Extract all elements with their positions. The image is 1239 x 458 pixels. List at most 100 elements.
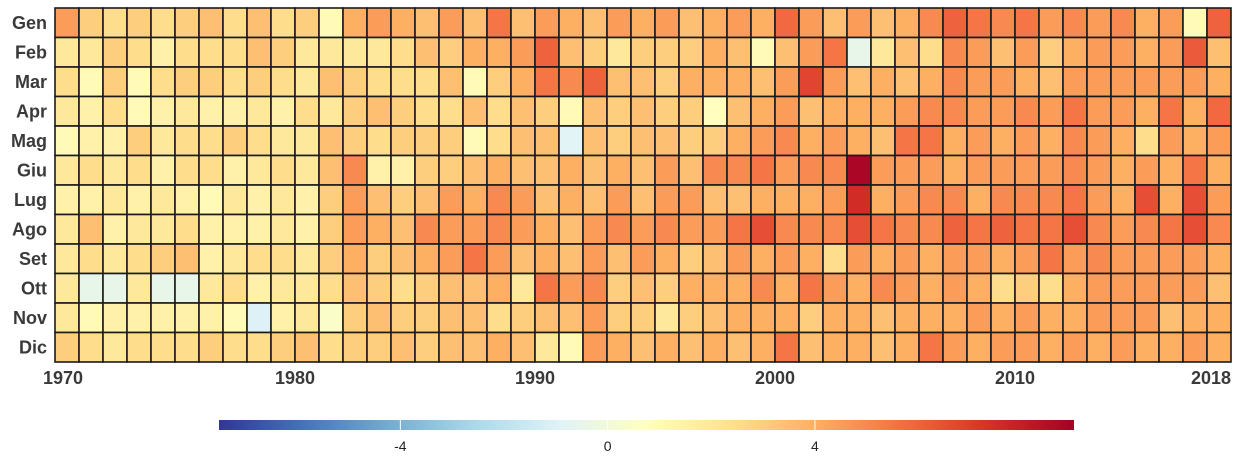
month-label-dic: Dic [19, 337, 47, 357]
heatmap-cell-set-2005 [894, 243, 920, 275]
heatmap-cell-lug-1986 [438, 184, 464, 216]
heatmap-cell-giu-1976 [198, 154, 224, 186]
heatmap-cell-mag-1995 [654, 125, 680, 157]
heatmap-cell-mag-1984 [390, 125, 416, 157]
heatmap-cell-mag-2011 [1038, 125, 1064, 157]
month-label-ago: Ago [12, 219, 47, 239]
heatmap-cell-mag-1997 [702, 125, 728, 157]
heatmap-cell-set-1983 [366, 243, 392, 275]
heatmap-cell-nov-2013 [1086, 302, 1112, 334]
heatmap-cell-apr-1994 [630, 95, 656, 127]
month-label-mag: Mag [11, 131, 47, 151]
heatmap-cell-lug-1980 [294, 184, 320, 216]
heatmap-cell-giu-1983 [366, 154, 392, 186]
heatmap-cell-feb-1983 [366, 36, 392, 68]
heatmap-cell-mar-1991 [558, 66, 584, 98]
heatmap-cell-set-1998 [726, 243, 752, 275]
heatmap-cell-mag-1990 [534, 125, 560, 157]
heatmap-cell-mar-1992 [582, 66, 608, 98]
heatmap-cell-lug-2002 [822, 184, 848, 216]
heatmap-cell-feb-1971 [78, 36, 104, 68]
heatmap-cell-nov-1987 [462, 302, 488, 334]
heatmap-cell-nov-1977 [222, 302, 248, 334]
heatmap-cell-dic-1981 [318, 331, 344, 363]
heatmap-cell-set-2013 [1086, 243, 1112, 275]
heatmap-cell-giu-1979 [270, 154, 296, 186]
heatmap-cell-mar-2004 [870, 66, 896, 98]
heatmap-cell-dic-1982 [342, 331, 368, 363]
month-label-giu: Giu [17, 160, 47, 180]
heatmap-cell-apr-2009 [990, 95, 1016, 127]
heatmap-cell-dic-2003 [846, 331, 872, 363]
heatmap-cell-gen-1979 [270, 7, 296, 39]
heatmap-cell-gen-1975 [174, 7, 200, 39]
heatmap-cell-feb-2013 [1086, 36, 1112, 68]
heatmap-cell-giu-1993 [606, 154, 632, 186]
heatmap-cell-dic-2000 [774, 331, 800, 363]
heatmap-cell-giu-2011 [1038, 154, 1064, 186]
colorbar-tick-label-4: 4 [811, 438, 819, 454]
heatmap-cell-set-2001 [798, 243, 824, 275]
heatmap-cell-lug-1993 [606, 184, 632, 216]
heatmap-cell-ago-2014 [1110, 213, 1136, 245]
heatmap-cell-ott-2016 [1158, 272, 1184, 304]
year-label-2010: 2010 [995, 368, 1035, 388]
month-label-set: Set [19, 249, 47, 269]
heatmap-cell-feb-1998 [726, 36, 752, 68]
heatmap-cell-ott-1977 [222, 272, 248, 304]
heatmap-cell-lug-1991 [558, 184, 584, 216]
heatmap-cell-dic-2001 [798, 331, 824, 363]
heatmap-cell-apr-1972 [102, 95, 128, 127]
heatmap-cell-feb-1994 [630, 36, 656, 68]
heatmap-cell-ott-2007 [942, 272, 968, 304]
heatmap-cell-apr-2017 [1182, 95, 1208, 127]
heatmap-cell-gen-2011 [1038, 7, 1064, 39]
heatmap-cell-apr-1974 [150, 95, 176, 127]
heatmap-cell-nov-1985 [414, 302, 440, 334]
heatmap-cell-mag-1983 [366, 125, 392, 157]
heatmap-cell-dic-1993 [606, 331, 632, 363]
heatmap-cell-mar-1997 [702, 66, 728, 98]
heatmap-cell-gen-1996 [678, 7, 704, 39]
heatmap-cell-nov-1994 [630, 302, 656, 334]
heatmap-cell-ott-1986 [438, 272, 464, 304]
heatmap-cell-ott-1981 [318, 272, 344, 304]
heatmap-cell-set-2006 [918, 243, 944, 275]
heatmap-cell-ott-2017 [1182, 272, 1208, 304]
heatmap-cell-dic-1984 [390, 331, 416, 363]
heatmap-cell-ott-1993 [606, 272, 632, 304]
heatmap-cell-mag-1986 [438, 125, 464, 157]
heatmap-cell-mar-2012 [1062, 66, 1088, 98]
heatmap-cell-set-1973 [126, 243, 152, 275]
heatmap-cell-mag-1994 [630, 125, 656, 157]
heatmap-cell-apr-2002 [822, 95, 848, 127]
heatmap-cell-giu-1986 [438, 154, 464, 186]
heatmap-cell-giu-1973 [126, 154, 152, 186]
heatmap-cell-nov-1984 [390, 302, 416, 334]
heatmap-cell-set-1981 [318, 243, 344, 275]
heatmap-cell-nov-2008 [966, 302, 992, 334]
heatmap-cell-dic-1976 [198, 331, 224, 363]
heatmap-cell-nov-2004 [870, 302, 896, 334]
heatmap-cell-nov-2000 [774, 302, 800, 334]
heatmap-cell-apr-1992 [582, 95, 608, 127]
heatmap-cell-lug-2003 [846, 184, 872, 216]
heatmap-cell-nov-2016 [1158, 302, 1184, 334]
heatmap-cell-giu-1971 [78, 154, 104, 186]
heatmap-cell-ago-1997 [702, 213, 728, 245]
heatmap-cell-apr-1985 [414, 95, 440, 127]
heatmap-cell-nov-2006 [918, 302, 944, 334]
heatmap-cell-giu-2001 [798, 154, 824, 186]
heatmap-cell-mag-2009 [990, 125, 1016, 157]
heatmap-cell-set-2016 [1158, 243, 1184, 275]
heatmap-cell-mag-1996 [678, 125, 704, 157]
heatmap-cell-gen-2008 [966, 7, 992, 39]
heatmap-cell-set-1990 [534, 243, 560, 275]
heatmap-cell-lug-1981 [318, 184, 344, 216]
heatmap-cell-giu-1975 [174, 154, 200, 186]
heatmap-cell-mar-1983 [366, 66, 392, 98]
heatmap-cell-apr-1973 [126, 95, 152, 127]
heatmap-cell-lug-2004 [870, 184, 896, 216]
heatmap-cell-apr-1987 [462, 95, 488, 127]
